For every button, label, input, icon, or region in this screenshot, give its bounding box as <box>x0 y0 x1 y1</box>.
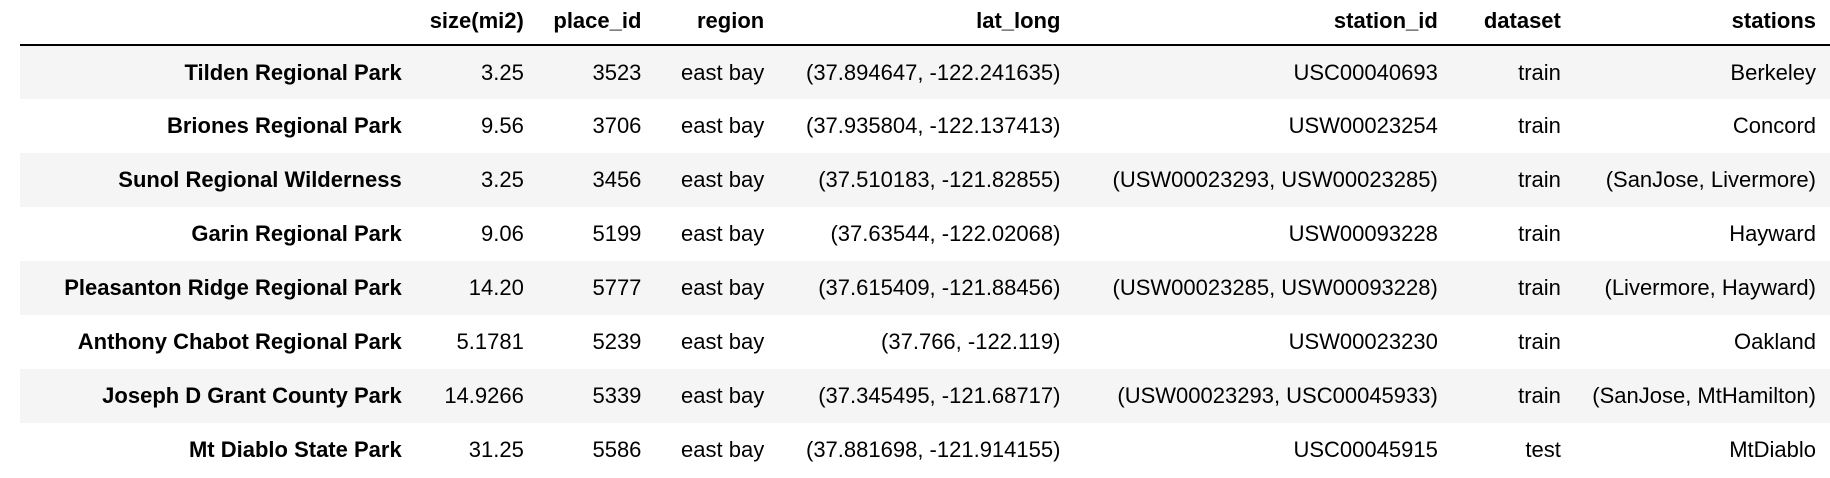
cell-dataset: train <box>1518 329 1561 354</box>
column-header-station-id: station_id <box>1074 0 1452 46</box>
cell-station-id: USC00045915 <box>1293 437 1438 462</box>
parks-table: size(mi2) place_id region lat_long stati… <box>20 0 1830 477</box>
row-index-label: Sunol Regional Wilderness <box>118 167 402 192</box>
cell-region: east bay <box>681 329 765 354</box>
cell-size: 9.56 <box>481 113 524 138</box>
table-row: Sunol Regional Wilderness 3.25 3456 east… <box>20 153 1830 207</box>
cell-size: 31.25 <box>468 437 524 462</box>
cell-place-id: 3456 <box>592 167 642 192</box>
cell-lat-long: (37.63544, -122.02068) <box>830 221 1061 246</box>
table-body: Tilden Regional Park 3.25 3523 east bay … <box>20 45 1830 477</box>
cell-place-id: 5586 <box>592 437 642 462</box>
row-index-label: Pleasanton Ridge Regional Park <box>64 275 402 300</box>
cell-size: 3.25 <box>481 167 524 192</box>
cell-dataset: train <box>1518 275 1561 300</box>
cell-size: 14.20 <box>468 275 524 300</box>
cell-dataset: train <box>1518 167 1561 192</box>
cell-dataset: train <box>1518 221 1561 246</box>
cell-dataset: train <box>1518 383 1561 408</box>
cell-dataset: train <box>1518 113 1561 138</box>
cell-dataset: test <box>1525 437 1561 462</box>
cell-size: 14.9266 <box>444 383 524 408</box>
cell-size: 9.06 <box>481 221 524 246</box>
cell-station-id: USW00093228 <box>1288 221 1438 246</box>
column-header-dataset: dataset <box>1451 0 1575 46</box>
cell-lat-long: (37.894647, -122.241635) <box>806 59 1061 85</box>
cell-region: east bay <box>681 437 765 462</box>
table-row: Mt Diablo State Park 31.25 5586 east bay… <box>20 423 1830 477</box>
cell-lat-long: (37.345495, -121.68717) <box>818 383 1061 408</box>
row-index-label: Joseph D Grant County Park <box>102 383 402 408</box>
cell-region: east bay <box>681 59 765 85</box>
cell-lat-long: (37.615409, -121.88456) <box>818 275 1061 300</box>
cell-place-id: 5239 <box>592 329 642 354</box>
column-header-stations: stations <box>1574 0 1830 46</box>
cell-lat-long: (37.935804, -122.137413) <box>806 113 1061 138</box>
cell-place-id: 3706 <box>592 113 642 138</box>
cell-stations: MtDiablo <box>1729 437 1816 462</box>
row-index-label: Tilden Regional Park <box>184 59 402 85</box>
table-header: size(mi2) place_id region lat_long stati… <box>20 0 1830 46</box>
cell-region: east bay <box>681 167 765 192</box>
table-row: Tilden Regional Park 3.25 3523 east bay … <box>20 45 1830 99</box>
cell-place-id: 3523 <box>592 59 642 85</box>
cell-stations: (SanJose, MtHamilton) <box>1592 383 1816 408</box>
cell-station-id: (USW00023293, USC00045933) <box>1117 383 1438 408</box>
table-row: Pleasanton Ridge Regional Park 14.20 577… <box>20 261 1830 315</box>
table-row: Briones Regional Park 9.56 3706 east bay… <box>20 99 1830 153</box>
table-row: Anthony Chabot Regional Park 5.1781 5239… <box>20 315 1830 369</box>
cell-lat-long: (37.881698, -121.914155) <box>806 437 1061 462</box>
row-index-label: Briones Regional Park <box>166 113 402 138</box>
cell-place-id: 5199 <box>592 221 642 246</box>
cell-region: east bay <box>681 275 765 300</box>
cell-region: east bay <box>681 113 765 138</box>
cell-stations: Concord <box>1732 113 1816 138</box>
cell-station-id: USW00023230 <box>1288 329 1438 354</box>
cell-place-id: 5339 <box>592 383 642 408</box>
cell-stations: (Livermore, Hayward) <box>1604 275 1817 300</box>
cell-stations: (SanJose, Livermore) <box>1605 167 1816 192</box>
cell-stations: Hayward <box>1729 221 1816 246</box>
cell-place-id: 5777 <box>592 275 642 300</box>
cell-lat-long: (37.766, -122.119) <box>881 329 1061 354</box>
cell-size: 5.1781 <box>456 329 524 354</box>
cell-region: east bay <box>681 383 765 408</box>
row-index-label: Anthony Chabot Regional Park <box>77 329 402 354</box>
cell-station-id: USC00040693 <box>1293 59 1438 85</box>
cell-stations: Oakland <box>1734 329 1816 354</box>
cell-region: east bay <box>681 221 765 246</box>
cell-stations: Berkeley <box>1730 59 1816 85</box>
column-header-lat-long: lat_long <box>778 0 1075 46</box>
table-row: Garin Regional Park 9.06 5199 east bay (… <box>20 207 1830 261</box>
column-header-place-id: place_id <box>537 0 656 46</box>
cell-station-id: USW00023254 <box>1288 113 1438 138</box>
row-index-label: Mt Diablo State Park <box>188 437 402 462</box>
cell-station-id: (USW00023285, USW00093228) <box>1112 275 1438 300</box>
cell-size: 3.25 <box>481 59 524 85</box>
cell-dataset: train <box>1518 59 1561 85</box>
cell-lat-long: (37.510183, -121.82855) <box>818 167 1061 192</box>
header-row: size(mi2) place_id region lat_long stati… <box>20 0 1830 46</box>
column-header-size: size(mi2) <box>415 0 538 46</box>
table-row: Joseph D Grant County Park 14.9266 5339 … <box>20 369 1830 423</box>
column-header-region: region <box>655 0 779 46</box>
cell-station-id: (USW00023293, USW00023285) <box>1112 167 1438 192</box>
row-index-label: Garin Regional Park <box>191 221 402 246</box>
index-header <box>20 0 416 46</box>
